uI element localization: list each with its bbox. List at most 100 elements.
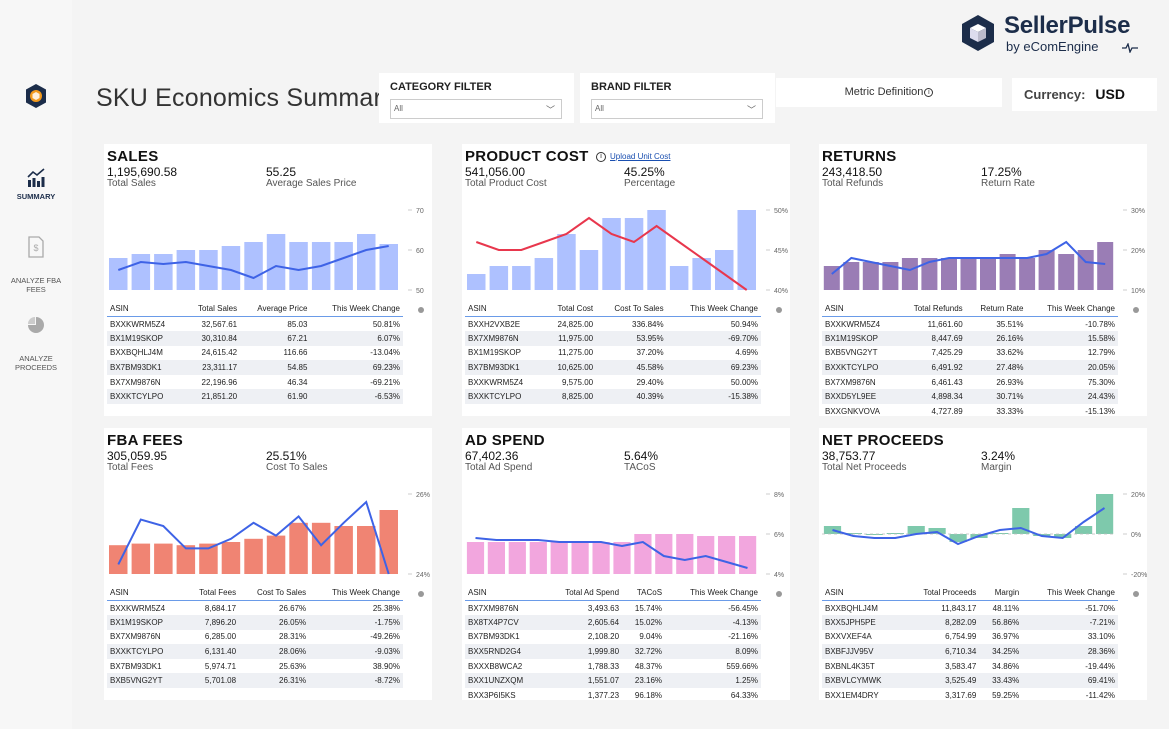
cost-bar[interactable] (579, 250, 599, 290)
returns-bar[interactable] (882, 262, 899, 290)
table-row[interactable]: BXB5VNG2YT 5,701.08 26.31% -8.72% (107, 673, 403, 689)
fba-bar[interactable] (131, 543, 151, 574)
sales-bar[interactable] (109, 258, 128, 290)
column-header[interactable]: Total Ad Spend (544, 586, 623, 601)
table-row[interactable]: BX1M19SKOP 7,896.20 26.05% -1.75% (107, 615, 403, 630)
column-header[interactable]: Cost To Sales (596, 302, 667, 317)
table-row[interactable]: BX7XM9876N 6,461.43 26.93% 75.30% (822, 375, 1118, 390)
column-header[interactable]: This Week Change (1022, 586, 1118, 601)
returns-trend-line[interactable] (831, 240, 1106, 275)
column-header[interactable]: ASIN (822, 302, 898, 317)
table-row[interactable]: BX1M19SKOP 8,447.69 26.16% 15.58% (822, 331, 1118, 346)
column-header[interactable]: Average Price (240, 302, 311, 317)
ad-bar[interactable] (634, 534, 652, 574)
fba-bar[interactable] (221, 542, 241, 574)
table-row[interactable]: BX7BM93DK1 5,974.71 25.63% 38.90% (107, 659, 403, 674)
table-row[interactable]: BXX5RND2G4 1,999.80 32.72% 8.09% (465, 644, 761, 659)
table-row[interactable]: BXXKWRM5Z4 9,575.00 29.40% 50.00% (465, 375, 761, 390)
sales-bar[interactable] (154, 254, 173, 290)
table-row[interactable]: BX7BM93DK1 10,625.00 45.58% 69.23% (465, 360, 761, 375)
table-row[interactable]: BXBNL4K35T 3,583.47 34.86% -19.44% (822, 659, 1118, 674)
table-row[interactable]: BXXKWRM5Z4 8,684.17 26.67% 25.38% (107, 601, 403, 616)
column-header[interactable]: This Week Change (310, 302, 403, 317)
returns-bar[interactable] (1097, 242, 1114, 290)
cost-bar[interactable] (557, 234, 576, 290)
column-header[interactable]: Margin (979, 586, 1023, 601)
table-row[interactable]: BXB5VNG2YT 7,425.29 33.62% 12.79% (822, 346, 1118, 361)
returns-bar[interactable] (843, 262, 860, 290)
ad-bar[interactable] (466, 542, 485, 574)
brand-filter-dropdown[interactable]: All ﹀ (591, 99, 763, 119)
ad-bar[interactable] (592, 542, 610, 574)
proceeds-bar[interactable] (1096, 494, 1114, 534)
column-header[interactable]: ASIN (465, 302, 544, 317)
table-row[interactable]: BX7XM9876N 3,493.63 15.74% -56.45% (465, 601, 761, 616)
sales-bar[interactable] (131, 254, 151, 290)
ad-bar[interactable] (739, 536, 757, 574)
fba-bar[interactable] (334, 526, 353, 574)
proceeds-trend-line[interactable] (832, 507, 1106, 546)
table-row[interactable]: BXXKWRM5Z4 32,567.61 85.03 50.81% (107, 317, 403, 332)
cost-chart[interactable]: 50% 45% 40% (462, 202, 790, 302)
table-row[interactable]: BXBFJJV95V 6,710.34 34.25% 28.36% (822, 644, 1118, 659)
sales-bar[interactable] (379, 244, 399, 290)
app-logo-icon[interactable] (24, 83, 48, 109)
returns-bar[interactable] (1019, 258, 1036, 290)
table-row[interactable]: BX1M19SKOP 11,275.00 37.20% 4.69% (465, 346, 761, 361)
returns-bar[interactable] (1058, 254, 1075, 290)
more-options-icon[interactable] (776, 591, 782, 597)
table-row[interactable]: BXXGNKVOVA 4,727.89 33.33% -15.13% (822, 404, 1118, 419)
proceeds-bar[interactable] (991, 533, 1009, 534)
proceeds-bar[interactable] (865, 534, 883, 535)
ad-bar[interactable] (676, 534, 694, 574)
column-header[interactable]: ASIN (822, 586, 903, 601)
returns-bar[interactable] (862, 262, 879, 290)
fba-bar[interactable] (109, 545, 128, 574)
nav-analyze-fba-fees[interactable]: $ ANALYZE FBA FEES (0, 236, 72, 294)
sales-bar[interactable] (221, 246, 241, 290)
table-row[interactable]: BXXKWRM5Z4 11,661.60 35.51% -10.78% (822, 317, 1118, 332)
table-row[interactable]: BX8TX4P7CV 2,605.64 15.02% -4.13% (465, 615, 761, 630)
ad-bar[interactable] (529, 542, 547, 574)
returns-bar[interactable] (999, 254, 1016, 290)
table-row[interactable]: BXXXB8WCA2 1,788.33 48.37% 559.66% (465, 659, 761, 674)
column-header[interactable]: Return Rate (965, 302, 1027, 317)
returns-bar[interactable] (921, 258, 938, 290)
cost-bar[interactable] (624, 218, 644, 290)
returns-bar[interactable] (1077, 250, 1094, 290)
column-header[interactable]: Total Cost (543, 302, 597, 317)
nav-analyze-proceeds[interactable]: ANALYZE PROCEEDS (0, 316, 72, 372)
upload-unit-cost-link[interactable]: Upload Unit Cost (610, 152, 671, 161)
cost-bar[interactable] (715, 250, 734, 290)
table-row[interactable]: BXX5JPH5PE 8,282.09 56.86% -7.21% (822, 615, 1118, 630)
cost-bar[interactable] (512, 266, 531, 290)
cost-bar[interactable] (467, 274, 486, 290)
more-options-icon[interactable] (418, 307, 424, 313)
returns-bar[interactable] (901, 258, 918, 290)
column-header[interactable]: This Week Change (665, 586, 761, 601)
fba-bar[interactable] (199, 543, 218, 574)
table-row[interactable]: BX7XM9876N 11,975.00 53.95% -69.70% (465, 331, 761, 346)
fba-bar[interactable] (244, 538, 263, 574)
proceeds-bar[interactable] (1054, 534, 1072, 538)
table-row[interactable]: BXX1EM4DRY 3,317.69 59.25% -11.42% (822, 688, 1118, 703)
column-header[interactable]: Cost To Sales (239, 586, 310, 601)
fba-bar[interactable] (176, 545, 196, 574)
fba-bar[interactable] (289, 522, 308, 574)
table-row[interactable]: BX7XM9876N 22,196.96 46.34 -69.21% (107, 375, 403, 390)
ad-bar[interactable] (655, 534, 673, 574)
column-header[interactable]: This Week Change (309, 586, 403, 601)
sales-bar[interactable] (289, 242, 308, 290)
table-row[interactable]: BXXVXEF4A 6,754.99 36.97% 33.10% (822, 630, 1118, 645)
column-header[interactable]: This Week Change (1026, 302, 1118, 317)
proceeds-bar[interactable] (907, 526, 925, 534)
sales-bar[interactable] (266, 234, 286, 290)
table-row[interactable]: BXXKTCYLPO 6,131.40 28.06% -9.03% (107, 644, 403, 659)
sales-bar[interactable] (357, 234, 376, 290)
table-row[interactable]: BX1M19SKOP 30,310.84 67.21 6.07% (107, 331, 403, 346)
sales-trend-line[interactable] (117, 245, 389, 280)
nav-summary[interactable]: SUMMARY (0, 168, 72, 201)
sales-chart[interactable]: 70 60 50 (104, 202, 432, 302)
sales-bar[interactable] (176, 250, 196, 290)
fba-bar[interactable] (379, 510, 399, 574)
